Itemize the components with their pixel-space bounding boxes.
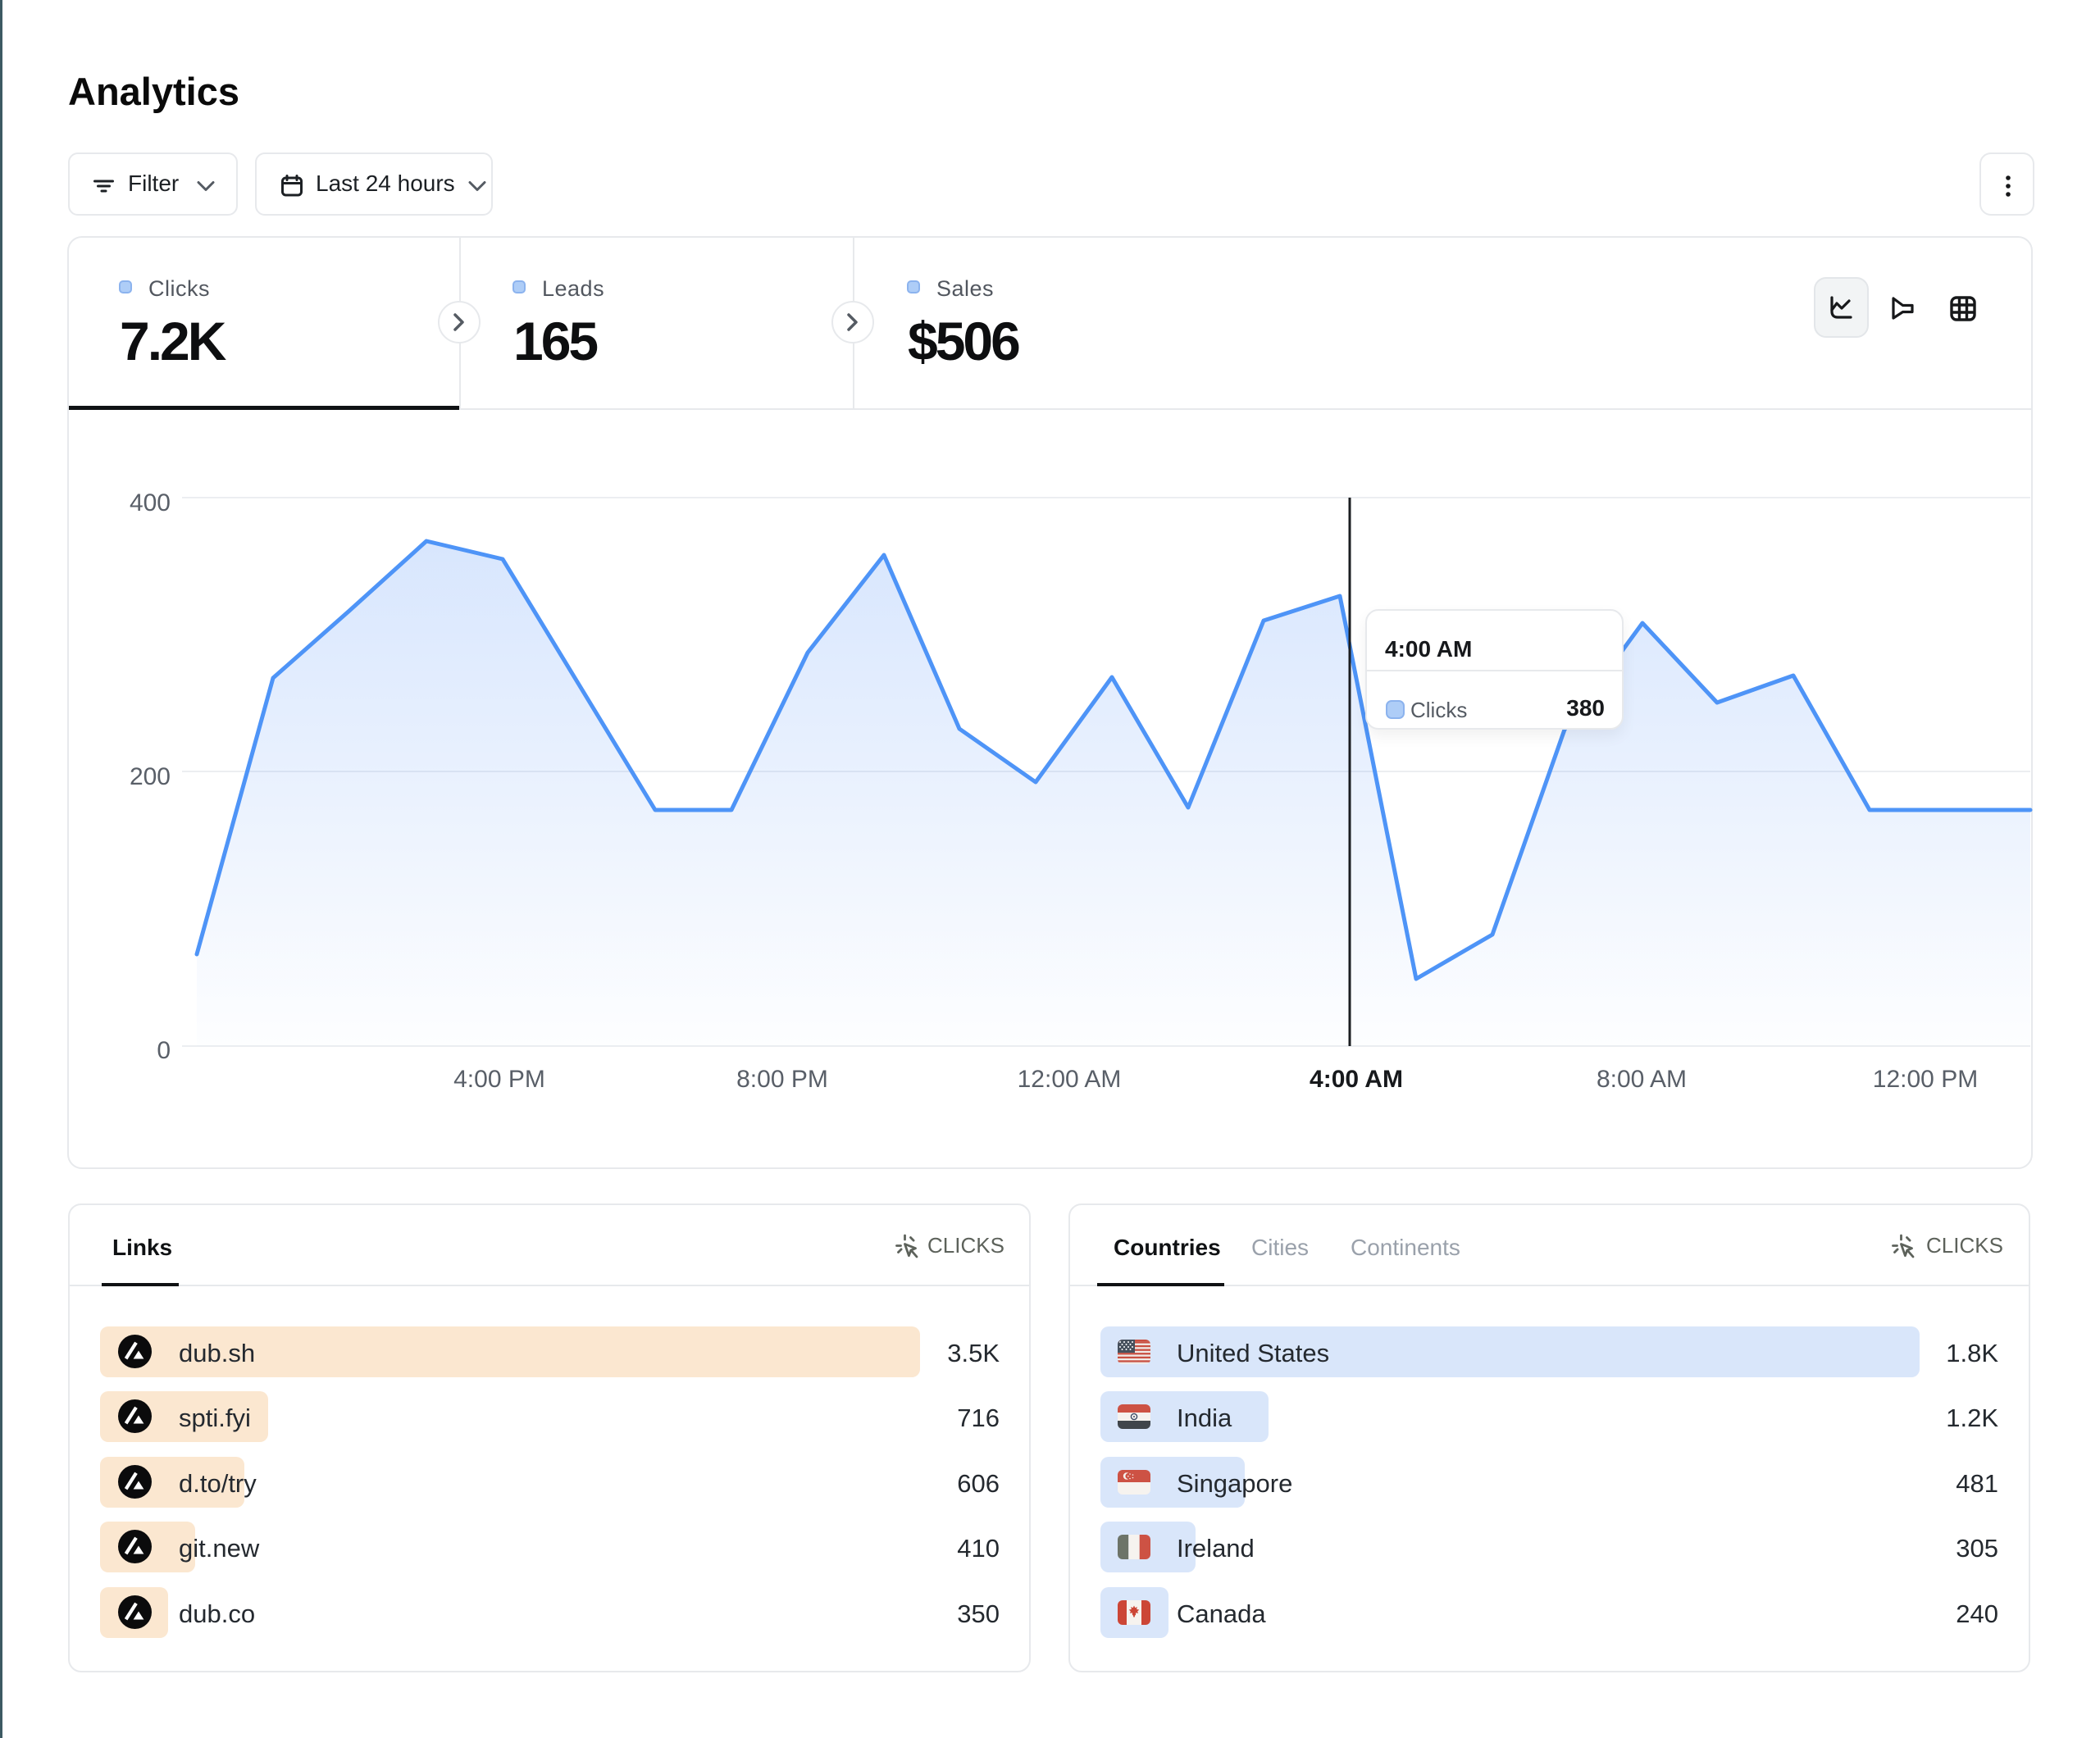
svg-text:8:00 AM: 8:00 AM [1597, 1066, 1687, 1093]
svg-text:0: 0 [157, 1037, 171, 1064]
svg-text:12:00 AM: 12:00 AM [1018, 1066, 1122, 1093]
svg-text:8:00 PM: 8:00 PM [736, 1066, 828, 1093]
svg-text:200: 200 [130, 763, 171, 790]
svg-text:12:00 PM: 12:00 PM [1873, 1066, 1978, 1093]
svg-text:400: 400 [130, 489, 171, 516]
svg-text:4:00 AM: 4:00 AM [1310, 1066, 1403, 1093]
svg-text:4:00 PM: 4:00 PM [453, 1066, 545, 1093]
